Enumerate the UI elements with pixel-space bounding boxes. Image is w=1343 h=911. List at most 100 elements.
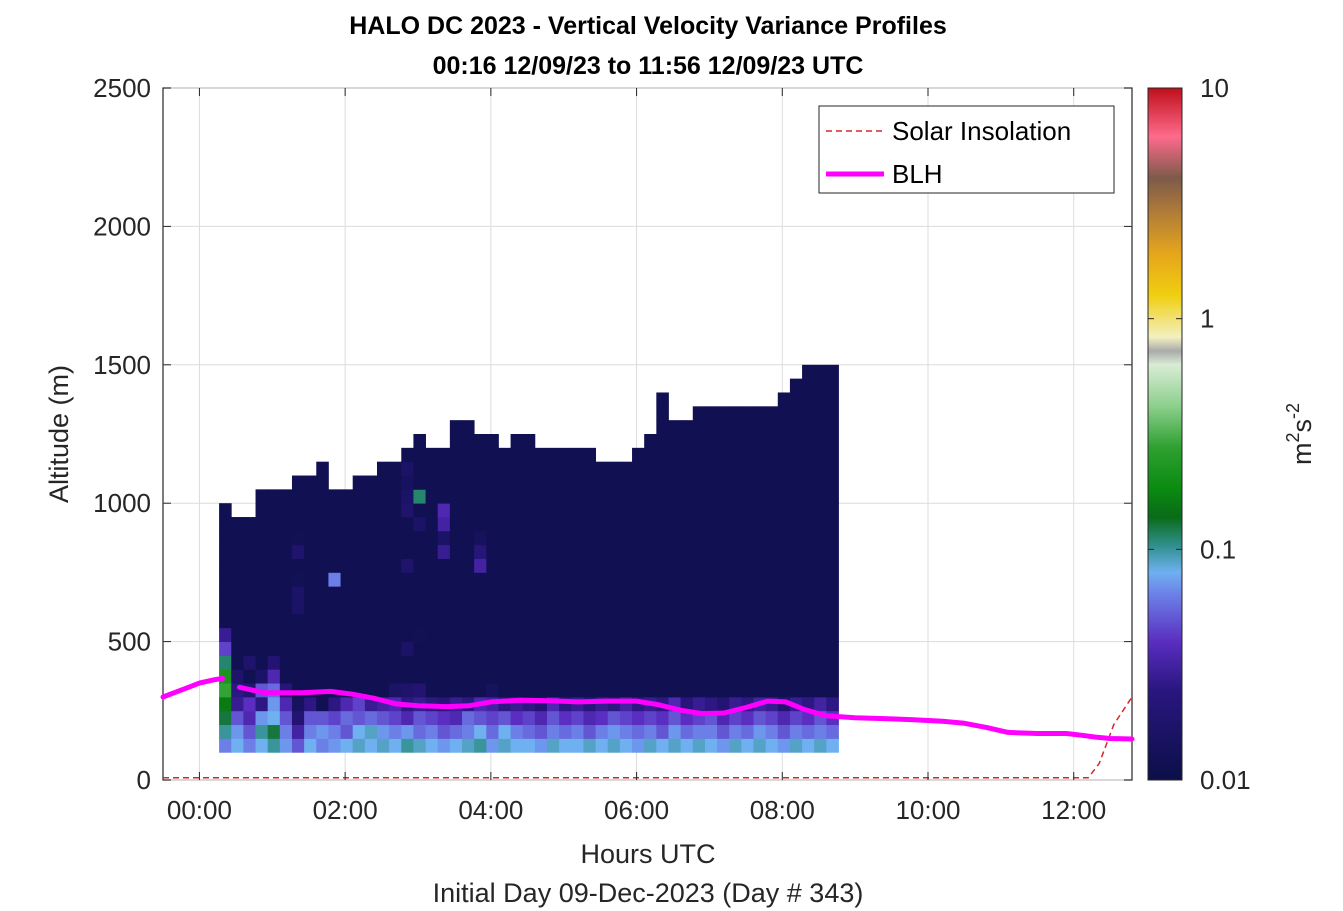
heatmap-cell <box>425 586 439 601</box>
heatmap-cell <box>413 710 426 726</box>
heatmap-cell <box>753 420 767 435</box>
heatmap-cell <box>607 710 621 726</box>
heatmap-cell <box>559 655 572 670</box>
heatmap-cell <box>413 613 426 629</box>
colorbar-tick-label: 10 <box>1200 73 1229 103</box>
heatmap-cell <box>668 655 682 670</box>
footer-label: Initial Day 09-Dec-2023 (Day # 343) <box>433 878 864 908</box>
heatmap-cell <box>802 447 815 463</box>
heatmap-cell <box>571 669 584 684</box>
heatmap-cell <box>389 600 402 615</box>
heatmap-cell <box>376 669 390 684</box>
heatmap-cell <box>814 641 827 656</box>
heatmap-cell <box>522 655 536 670</box>
heatmap-cell <box>583 641 597 656</box>
heatmap-cell <box>668 613 682 629</box>
heatmap-cell <box>534 461 548 476</box>
heatmap-cell <box>692 475 706 490</box>
heatmap-cell <box>571 475 584 490</box>
heatmap-cell <box>534 517 548 532</box>
heatmap-cell <box>692 586 706 601</box>
heatmap-cell <box>741 710 754 726</box>
heatmap-cell <box>340 517 354 532</box>
heatmap-cell <box>802 517 815 532</box>
heatmap-cell <box>680 434 694 449</box>
heatmap-cell <box>777 489 791 504</box>
heatmap-cell <box>571 738 584 753</box>
colorbar-label-base: m <box>1287 443 1317 466</box>
heatmap-cell <box>340 655 354 670</box>
heatmap-cell <box>595 683 609 698</box>
heatmap-cell <box>753 489 767 504</box>
heatmap-cell <box>607 738 621 753</box>
heatmap-cell <box>437 586 451 601</box>
heatmap-cell <box>777 517 791 532</box>
heatmap-cell <box>510 641 524 656</box>
heatmap-cell <box>522 434 536 449</box>
heatmap-cell <box>255 517 269 532</box>
heatmap-cell <box>328 613 341 629</box>
heatmap-cell <box>255 586 269 601</box>
heatmap-cell <box>413 461 426 476</box>
heatmap-cell <box>389 627 402 642</box>
heatmap-cell <box>789 420 803 435</box>
heatmap-cell <box>413 572 426 587</box>
heatmap-cell <box>729 530 742 546</box>
heatmap-cell <box>534 683 548 698</box>
heatmap-cell <box>413 738 426 753</box>
heatmap-cell <box>547 724 560 739</box>
heatmap-cell <box>474 503 487 518</box>
heatmap-cell <box>619 683 633 698</box>
heatmap-cell <box>474 530 487 546</box>
heatmap-cell <box>231 544 244 559</box>
heatmap-cell <box>534 738 548 753</box>
heatmap-cell <box>704 517 718 532</box>
heatmap-cell <box>304 710 317 726</box>
heatmap-cell <box>802 641 815 656</box>
heatmap-cell <box>389 641 402 656</box>
heatmap-cell <box>692 544 706 559</box>
heatmap-cell <box>437 461 451 476</box>
heatmap-cell <box>680 683 694 698</box>
heatmap-cell <box>668 724 682 739</box>
heatmap-cell <box>437 724 451 739</box>
heatmap-cell <box>656 641 669 656</box>
heatmap-cell <box>449 586 463 601</box>
heatmap-cell <box>510 724 524 739</box>
heatmap-cell <box>474 738 487 753</box>
heatmap-cell <box>559 641 572 656</box>
heatmap-cell <box>692 613 706 629</box>
heatmap-cell <box>389 655 402 670</box>
heatmap-cell <box>717 406 730 421</box>
heatmap-cell <box>789 724 803 739</box>
heatmap-cell <box>741 627 754 642</box>
heatmap-cell <box>522 724 536 739</box>
heatmap-cell <box>656 558 669 573</box>
legend: Solar Insolation BLH <box>818 105 1115 194</box>
heatmap-cell <box>680 600 694 615</box>
colorbar-label-sup1: 2 <box>1283 433 1303 443</box>
heatmap-cell <box>267 669 281 684</box>
heatmap-cell <box>243 544 256 559</box>
heatmap-cell <box>632 600 645 615</box>
heatmap-cell <box>571 461 584 476</box>
heatmap-cell <box>559 586 572 601</box>
heatmap-cell <box>717 420 730 435</box>
heatmap-cell <box>607 627 621 642</box>
heatmap-cell <box>243 724 256 739</box>
heatmap-cell <box>267 586 281 601</box>
heatmap-cell <box>291 738 305 753</box>
heatmap-cell <box>510 544 524 559</box>
y-tick-label: 1500 <box>93 350 151 380</box>
heatmap-cell <box>668 600 682 615</box>
heatmap-cell <box>632 586 645 601</box>
heatmap-cell <box>328 586 341 601</box>
heatmap-cell <box>425 627 439 642</box>
heatmap-cell <box>717 544 730 559</box>
heatmap-cell <box>304 489 317 504</box>
heatmap-cell <box>364 489 378 504</box>
heatmap-cell <box>644 586 657 601</box>
heatmap-cell <box>765 420 779 435</box>
heatmap-cell <box>717 461 730 476</box>
heatmap-cell <box>425 572 439 587</box>
